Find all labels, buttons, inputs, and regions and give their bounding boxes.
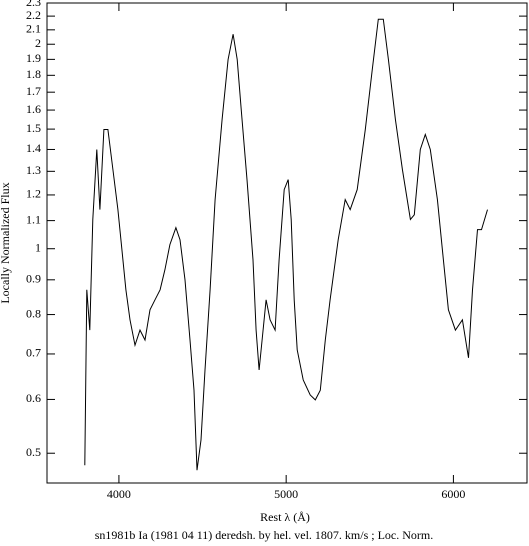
- y-axis-label: Locally Normalized Flux: [0, 182, 12, 303]
- y-tick-label: 1.8: [26, 67, 41, 81]
- x-tick-label: 5000: [274, 487, 298, 501]
- y-tick-label: 2.1: [26, 22, 41, 36]
- spectrum-line: [84, 18, 488, 471]
- y-tick-label: 2.2: [26, 8, 41, 22]
- y-tick-label: 0.6: [26, 391, 41, 405]
- y-tick-label: 1: [35, 240, 41, 254]
- y-tick-label: 1.4: [26, 141, 41, 155]
- y-tick-label: 0.5: [26, 445, 41, 459]
- y-tick-label: 0.8: [26, 306, 41, 320]
- x-tick-label: 4000: [107, 487, 131, 501]
- y-tick-label: 2: [35, 36, 41, 50]
- y-tick-label: 1.5: [26, 121, 41, 135]
- y-tick-label: 1.9: [26, 51, 41, 65]
- y-tick-label: 1.3: [26, 163, 41, 177]
- x-tick-label: 6000: [441, 487, 465, 501]
- x-axis-label: Rest λ (Å): [260, 510, 310, 524]
- y-tick-label: 1.7: [26, 84, 41, 98]
- y-tick-label: 1.2: [26, 187, 41, 201]
- y-tick-label: 1.6: [26, 102, 41, 116]
- y-tick-label: 0.9: [26, 272, 41, 286]
- y-tick-label: 1.1: [26, 212, 41, 226]
- y-tick-label: 2.3: [26, 0, 41, 9]
- plot-frame: [46, 2, 528, 484]
- y-tick-label: 0.7: [26, 346, 41, 360]
- caption: sn1981b Ia (1981 04 11) deredsh. by hel.…: [95, 528, 434, 542]
